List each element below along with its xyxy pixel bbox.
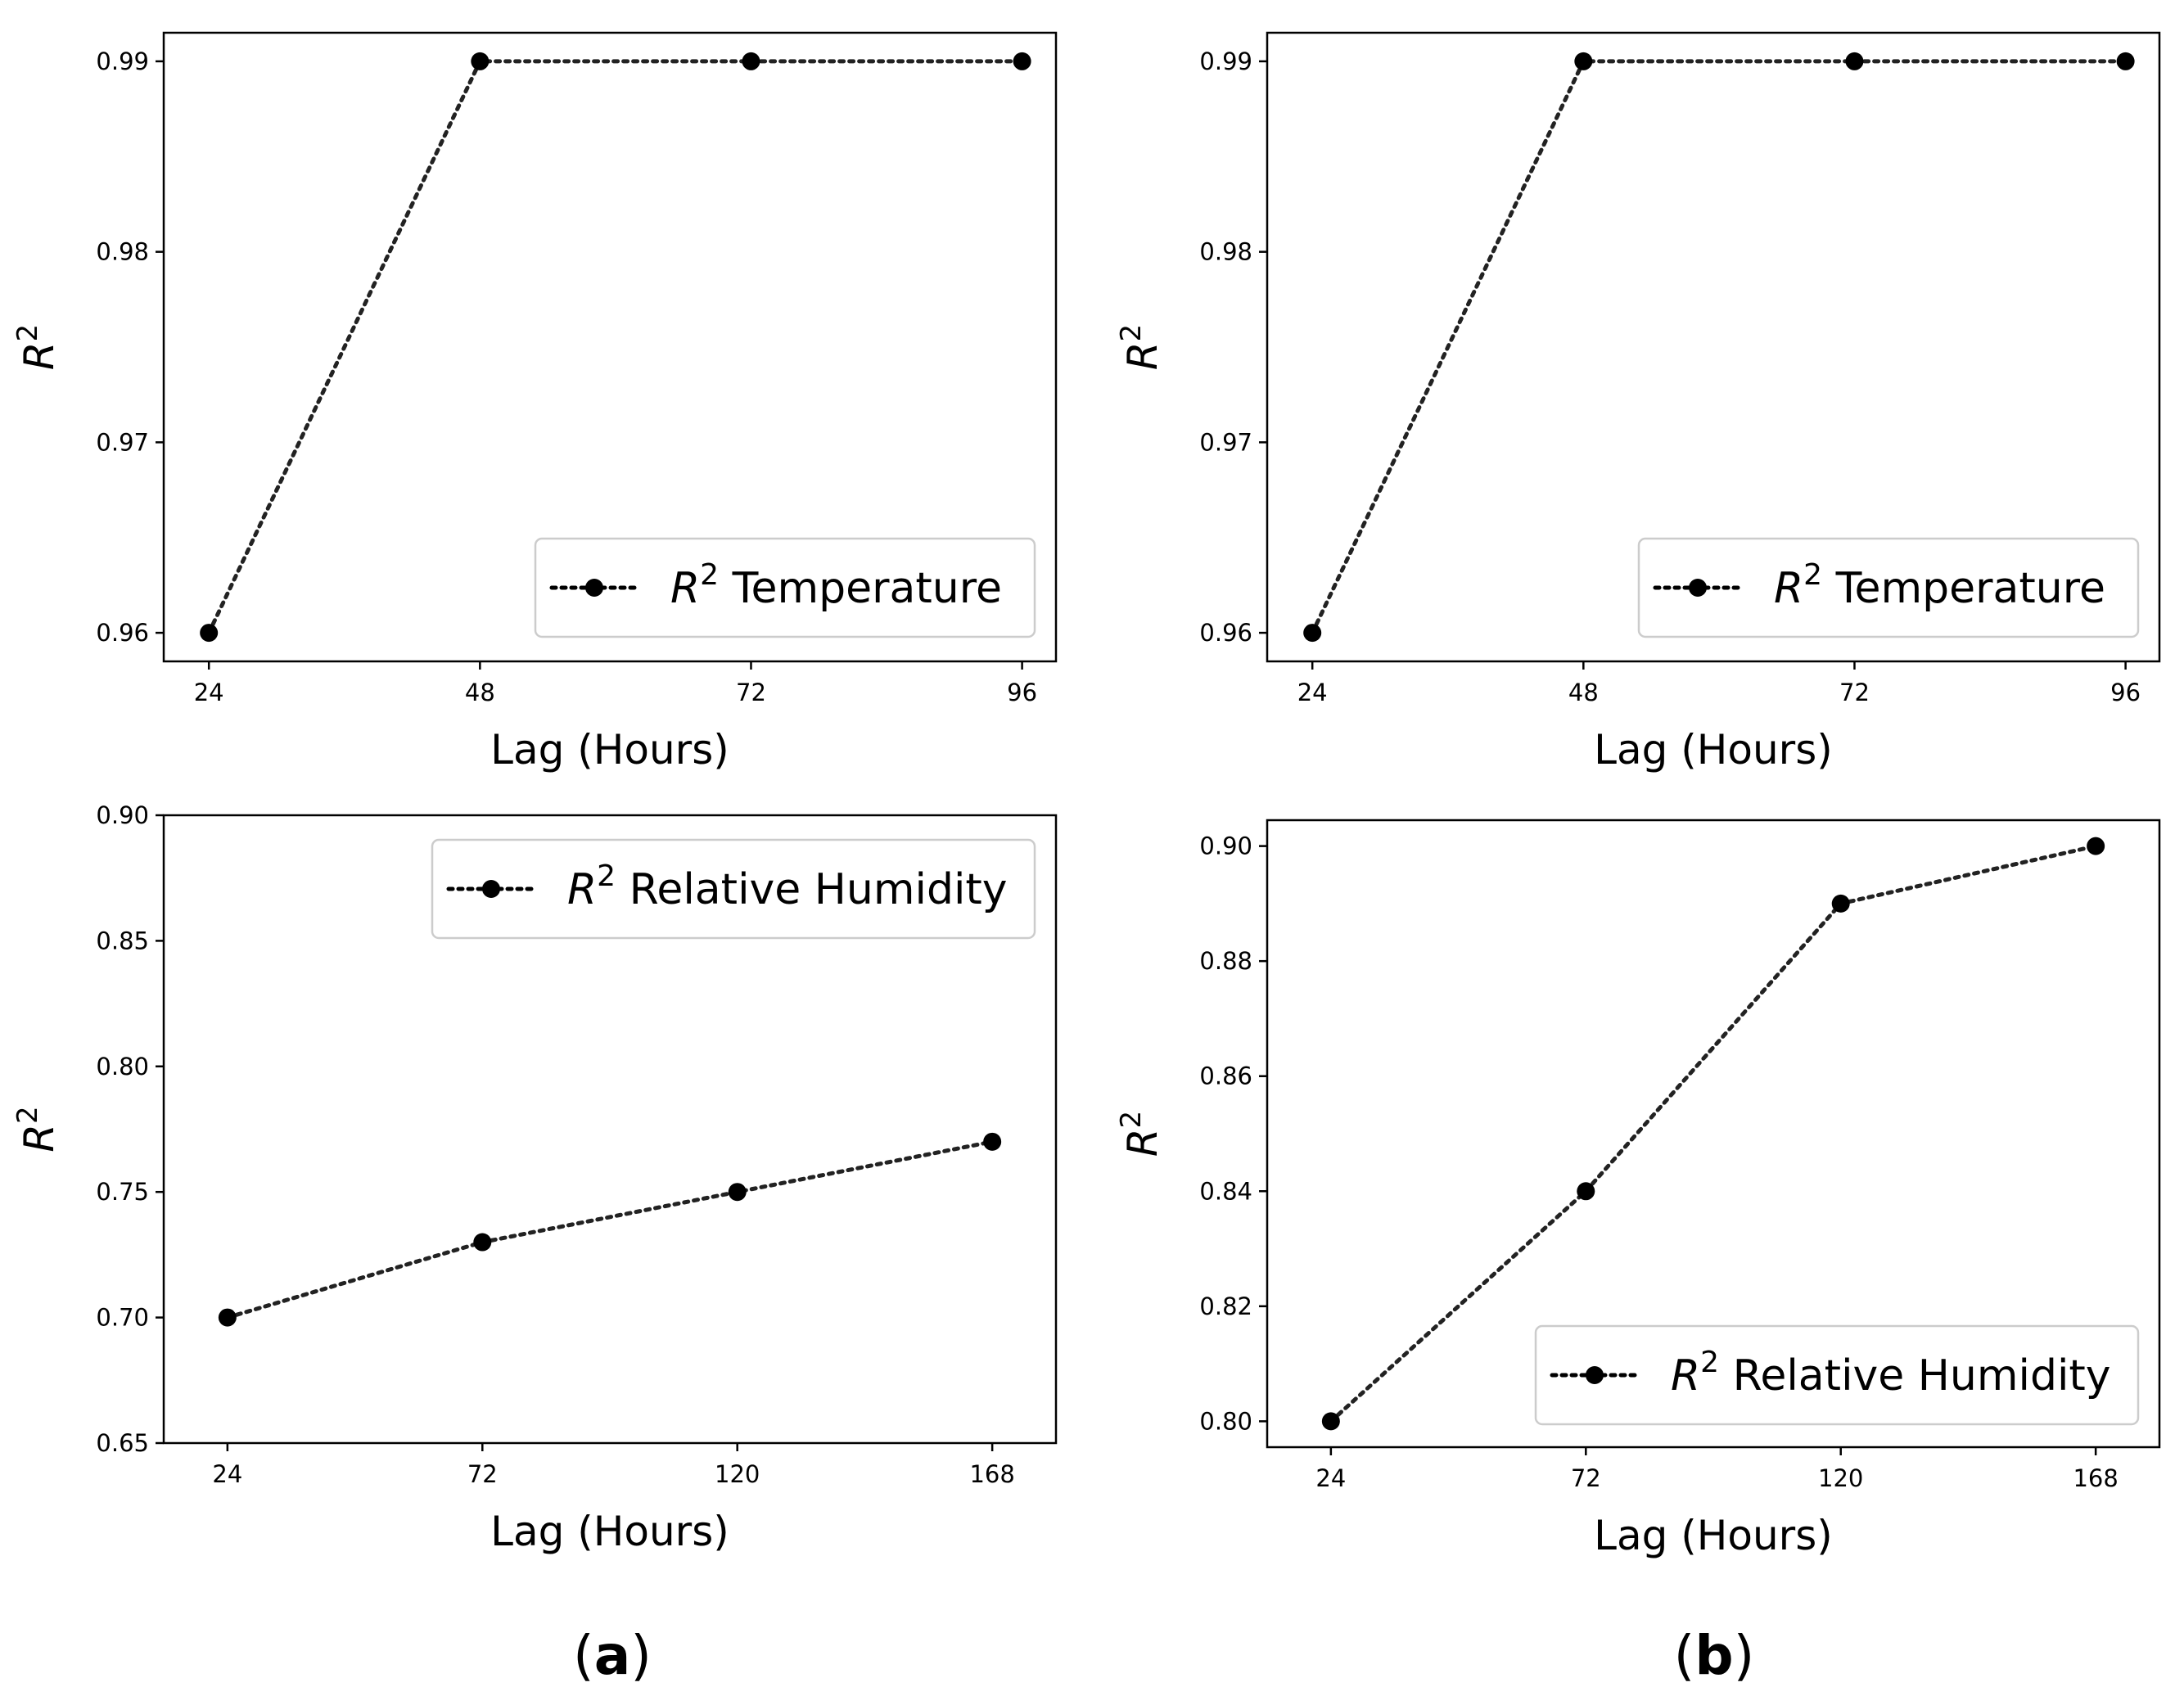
panel-label-b-text: b bbox=[1694, 1624, 1733, 1687]
x-tick-label: 24 bbox=[194, 679, 224, 706]
data-point bbox=[1831, 894, 1850, 913]
y-tick-label: 0.98 bbox=[1199, 238, 1252, 266]
legend-label: R2 Relative Humidity bbox=[1671, 1346, 2111, 1401]
panel-label-a: (a) bbox=[573, 1624, 652, 1687]
x-tick-label: 72 bbox=[736, 679, 766, 706]
legend-frame bbox=[431, 838, 1036, 940]
y-axis-label: R2 bbox=[11, 1106, 63, 1152]
data-point bbox=[1577, 1182, 1595, 1201]
data-point bbox=[2087, 837, 2105, 855]
data-point bbox=[1574, 52, 1593, 70]
y-tick-label: 0.88 bbox=[1199, 947, 1252, 975]
x-tick-label: 48 bbox=[465, 679, 495, 706]
data-point bbox=[742, 52, 760, 70]
y-axis-label: R2 bbox=[1115, 1111, 1166, 1157]
y-tick-label: 0.85 bbox=[96, 927, 149, 954]
svg-text:(a): (a) bbox=[573, 1624, 652, 1687]
legend: R2 Relative Humidity bbox=[1534, 1324, 2140, 1426]
x-tick-label: 24 bbox=[1297, 679, 1328, 706]
y-axis-label: R2 bbox=[1115, 324, 1166, 370]
x-tick-label: 72 bbox=[1839, 679, 1870, 706]
series-line bbox=[206, 59, 1025, 635]
axes-frame bbox=[162, 814, 1058, 1445]
y-tick-label: 0.80 bbox=[96, 1053, 149, 1080]
x-axis-label: Lag (Hours) bbox=[1594, 1512, 1833, 1559]
y-tick-label: 0.70 bbox=[96, 1304, 149, 1332]
y-tick-label: 0.65 bbox=[96, 1429, 149, 1457]
series-line bbox=[225, 1139, 995, 1320]
x-tick-label: 120 bbox=[715, 1460, 760, 1488]
x-axis-label: Lag (Hours) bbox=[490, 1508, 729, 1555]
data-point bbox=[1321, 1412, 1340, 1431]
y-tick-label: 0.75 bbox=[96, 1178, 149, 1206]
panel-label-b: (b) bbox=[1674, 1624, 1755, 1687]
legend-marker-sample bbox=[1586, 1366, 1604, 1384]
y-tick-label: 0.86 bbox=[1199, 1062, 1252, 1090]
x-tick-label: 72 bbox=[467, 1460, 498, 1488]
x-tick-label: 168 bbox=[2073, 1464, 2118, 1492]
x-tick-label: 24 bbox=[1315, 1464, 1346, 1492]
legend: R2 Relative Humidity bbox=[431, 838, 1036, 940]
y-tick-label: 0.97 bbox=[1199, 428, 1252, 456]
data-point bbox=[2116, 52, 2135, 70]
x-tick-label: 96 bbox=[1007, 679, 1037, 706]
y-tick-label: 0.99 bbox=[96, 47, 149, 75]
data-point bbox=[983, 1132, 1002, 1151]
x-tick-label: 72 bbox=[1571, 1464, 1601, 1492]
data-point bbox=[1013, 52, 1031, 70]
legend-marker-sample bbox=[585, 579, 603, 597]
series-line bbox=[1310, 59, 2128, 635]
axes-frame bbox=[1266, 31, 2161, 663]
legend-label: R2 Relative Humidity bbox=[567, 859, 1008, 914]
plots-container: 0.96 0.97 0.98 0.99 24 48 72 96 Lag (Hours) R2 R2 … bbox=[11, 31, 2161, 1559]
x-axis-label: Lag (Hours) bbox=[490, 726, 729, 774]
legend: R2 Temperature bbox=[534, 537, 1036, 638]
y-tick-label: 0.80 bbox=[1199, 1407, 1252, 1435]
x-tick-label: 120 bbox=[1818, 1464, 1863, 1492]
legend-label: R2 Temperature bbox=[1774, 558, 2105, 613]
data-point bbox=[218, 1308, 237, 1327]
data-point bbox=[471, 52, 490, 70]
chart-a-bottom: 0.65 0.70 0.75 0.80 0.85 0.90 24 72 120 168 Lag (H… bbox=[11, 801, 1058, 1555]
data-point bbox=[1845, 52, 1864, 70]
data-point bbox=[728, 1183, 747, 1202]
y-axis-label: R2 bbox=[11, 324, 63, 370]
x-tick-label: 48 bbox=[1568, 679, 1599, 706]
x-tick-label: 24 bbox=[212, 1460, 242, 1488]
y-tick-label: 0.97 bbox=[96, 428, 149, 456]
y-tick-label: 0.98 bbox=[96, 238, 149, 266]
legend-frame bbox=[1534, 1324, 2140, 1426]
svg-text:(b): (b) bbox=[1674, 1624, 1755, 1687]
legend-frame bbox=[1637, 537, 2140, 638]
y-tick-label: 0.99 bbox=[1199, 47, 1252, 75]
y-tick-label: 0.90 bbox=[1199, 832, 1252, 860]
data-point bbox=[473, 1233, 492, 1252]
y-tick-label: 0.90 bbox=[96, 801, 149, 829]
y-tick-label: 0.96 bbox=[1199, 619, 1252, 647]
chart-a-top: 0.96 0.97 0.98 0.99 24 48 72 96 Lag (Hours) R2 R2 … bbox=[11, 31, 1058, 774]
chart-b-top: 0.96 0.97 0.98 0.99 24 48 72 96 Lag (Hours) R2 R2 … bbox=[1115, 31, 2161, 774]
x-tick-label: 168 bbox=[969, 1460, 1014, 1488]
series-line bbox=[1329, 844, 2098, 1423]
y-tick-label: 0.84 bbox=[1199, 1177, 1252, 1205]
y-tick-label: 0.96 bbox=[96, 619, 149, 647]
legend-label: R2 Temperature bbox=[670, 558, 1002, 613]
x-tick-label: 96 bbox=[2110, 679, 2141, 706]
y-tick-label: 0.82 bbox=[1199, 1292, 1252, 1320]
panel-label-a-text: a bbox=[594, 1624, 631, 1687]
axes-frame bbox=[1266, 819, 2161, 1449]
data-point bbox=[1303, 624, 1322, 643]
data-point bbox=[200, 624, 219, 643]
legend-marker-sample bbox=[1689, 579, 1707, 597]
x-axis-label: Lag (Hours) bbox=[1594, 726, 1833, 774]
chart-b-bottom: 0.80 0.82 0.84 0.86 0.88 0.90 24 72 120 168 Lag (H… bbox=[1115, 819, 2161, 1559]
legend-marker-sample bbox=[482, 880, 500, 898]
axes-frame bbox=[162, 31, 1058, 663]
legend-frame bbox=[534, 537, 1036, 638]
legend: R2 Temperature bbox=[1637, 537, 2140, 638]
